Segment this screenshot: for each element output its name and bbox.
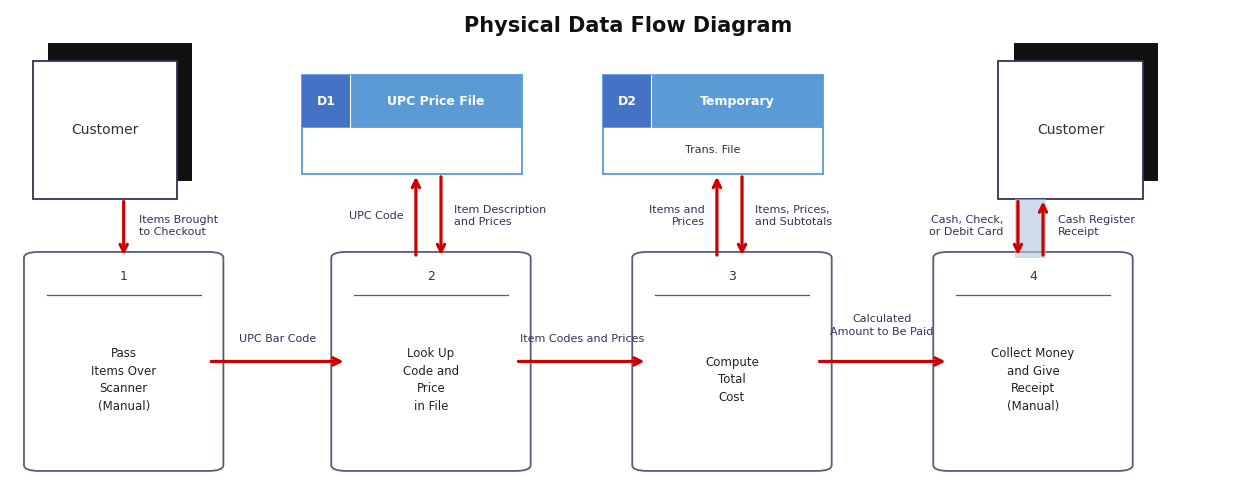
Text: D2: D2 [617, 95, 637, 108]
Text: UPC Bar Code: UPC Bar Code [239, 334, 316, 344]
Text: D1: D1 [317, 95, 336, 108]
Bar [603, 75, 823, 126]
Bar [33, 61, 177, 199]
Bar [603, 126, 823, 174]
Text: Item Description
and Prices: Item Description and Prices [454, 205, 546, 227]
Text: Collect Money
and Give
Receipt
(Manual): Collect Money and Give Receipt (Manual) [992, 347, 1075, 413]
FancyBboxPatch shape [24, 252, 224, 471]
Text: UPC Price File: UPC Price File [387, 95, 485, 108]
Bar [603, 75, 651, 126]
Text: Calculated
Amount to Be Paid: Calculated Amount to Be Paid [830, 314, 934, 337]
FancyBboxPatch shape [632, 252, 832, 471]
FancyBboxPatch shape [332, 252, 530, 471]
Text: Item Codes and Prices: Item Codes and Prices [520, 334, 645, 344]
Bar [1013, 43, 1158, 182]
Text: 2: 2 [427, 270, 435, 283]
Text: Pass
Items Over
Scanner
(Manual): Pass Items Over Scanner (Manual) [91, 347, 156, 413]
Bar [1016, 199, 1046, 258]
Bar [303, 75, 349, 126]
Text: Temporary: Temporary [700, 95, 774, 108]
Text: Customer: Customer [1037, 123, 1105, 136]
Text: 1: 1 [119, 270, 128, 283]
Text: Trans. File: Trans. File [685, 145, 740, 155]
Bar [303, 75, 522, 126]
Text: 4: 4 [1029, 270, 1037, 283]
Text: Items, Prices,
and Subtotals: Items, Prices, and Subtotals [754, 205, 832, 227]
Bar [998, 61, 1143, 199]
Text: Compute
Total
Cost: Compute Total Cost [705, 356, 759, 404]
Text: Cash Register
Receipt: Cash Register Receipt [1058, 215, 1135, 237]
Text: Look Up
Code and
Price
in File: Look Up Code and Price in File [403, 347, 459, 413]
Bar [303, 126, 522, 174]
Text: Items Brought
to Checkout: Items Brought to Checkout [138, 215, 217, 237]
Text: 3: 3 [728, 270, 735, 283]
Text: Customer: Customer [72, 123, 138, 136]
Text: Items and
Prices: Items and Prices [649, 205, 704, 227]
FancyBboxPatch shape [933, 252, 1133, 471]
Text: Cash, Check,
or Debit Card: Cash, Check, or Debit Card [929, 215, 1003, 237]
Text: Physical Data Flow Diagram: Physical Data Flow Diagram [464, 16, 793, 36]
Text: UPC Code: UPC Code [348, 211, 403, 221]
Bar [48, 43, 192, 182]
